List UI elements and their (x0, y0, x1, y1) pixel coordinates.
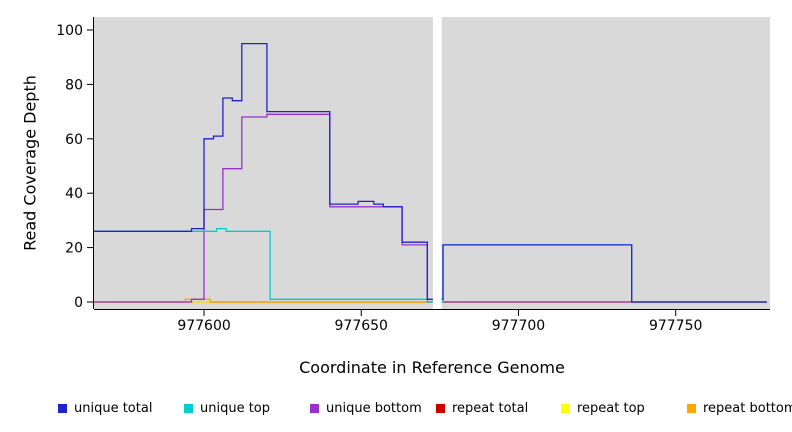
tick-labels: 977600 977650 977700 977750 0 20 40 60 80 100 (56, 23, 702, 334)
y-tick-label: 20 (65, 241, 83, 257)
y-tick-label: 40 (65, 186, 83, 202)
y-tick-label: 60 (65, 132, 83, 148)
y-tick-label: 0 (74, 295, 83, 311)
x-tick-label: 977650 (335, 318, 388, 334)
y-tick-label: 100 (56, 23, 83, 39)
y-axis-title-text: Read Coverage Depth (20, 75, 40, 251)
plot-panel (94, 17, 770, 309)
x-axis-title: Coordinate in Reference Genome (299, 358, 565, 377)
no-data-gap (432, 17, 442, 309)
series-line-unique-total (94, 42, 767, 303)
y-tick-label: 80 (65, 77, 83, 93)
series-lines (94, 42, 767, 303)
x-tick-label: 977750 (649, 318, 702, 334)
series-line-unique-bottom (94, 113, 767, 303)
axes (87, 17, 770, 316)
x-tick-label: 977600 (177, 318, 230, 334)
x-tick-label: 977700 (492, 318, 545, 334)
